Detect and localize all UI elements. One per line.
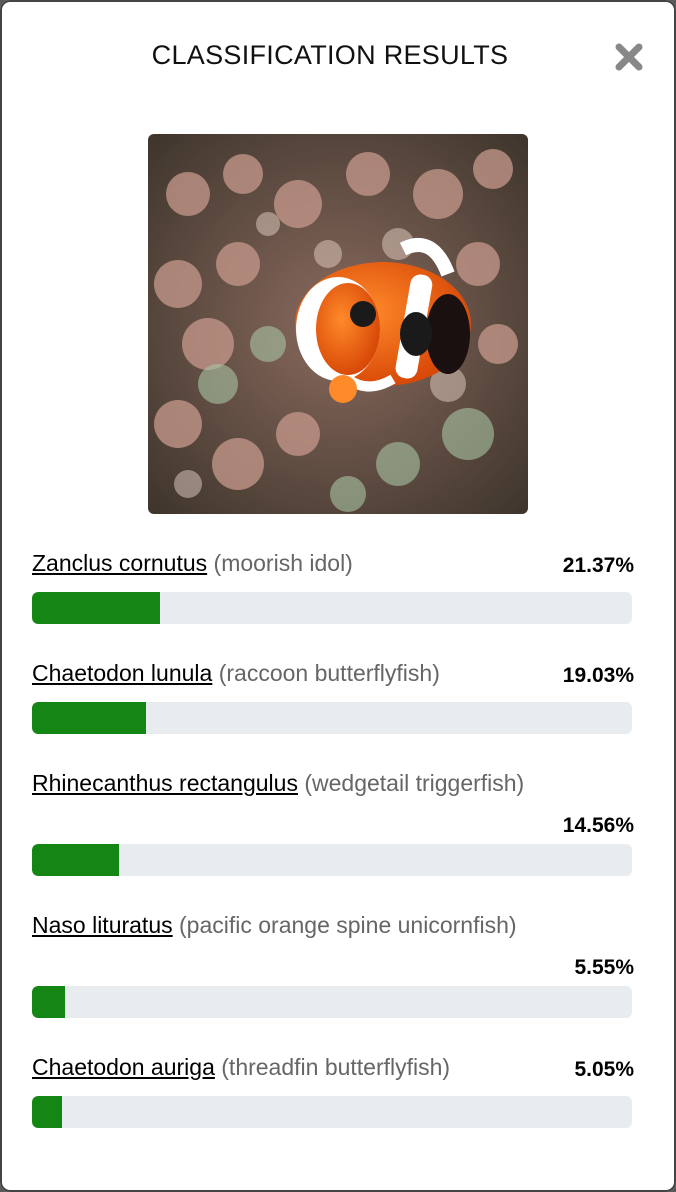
result-percent: 5.05% bbox=[574, 1058, 634, 1081]
result-progress-fill bbox=[32, 702, 147, 734]
result-progress-bar bbox=[32, 702, 632, 734]
result-label: Chaetodon lunula (raccoon butterflyfish) bbox=[32, 658, 632, 688]
result-item: Chaetodon auriga (threadfin butterflyfis… bbox=[32, 1052, 634, 1128]
common-name: (threadfin butterflyfish) bbox=[221, 1054, 451, 1080]
result-percent: 14.56% bbox=[562, 814, 634, 837]
result-label: Rhinecanthus rectangulus (wedgetail trig… bbox=[32, 768, 632, 798]
close-icon[interactable] bbox=[612, 40, 646, 74]
result-progress-fill bbox=[32, 1096, 63, 1128]
result-percent: 19.03% bbox=[562, 664, 634, 687]
scientific-name-link[interactable]: Chaetodon lunula bbox=[32, 660, 213, 686]
classified-image bbox=[148, 134, 528, 514]
scientific-name-link[interactable]: Naso lituratus bbox=[32, 912, 173, 938]
result-label: Chaetodon auriga (threadfin butterflyfis… bbox=[32, 1052, 632, 1082]
result-progress-bar bbox=[32, 592, 632, 624]
result-progress-fill bbox=[32, 844, 120, 876]
scientific-name-link[interactable]: Chaetodon auriga bbox=[32, 1054, 215, 1080]
result-label: Naso lituratus (pacific orange spine uni… bbox=[32, 910, 632, 940]
result-label: Zanclus cornutus (moorish idol) bbox=[32, 548, 632, 578]
result-percent: 5.55% bbox=[574, 956, 634, 979]
common-name: (pacific orange spine unicornfish) bbox=[179, 912, 517, 938]
modal-title: CLASSIFICATION RESULTS bbox=[151, 40, 509, 70]
result-item: Zanclus cornutus (moorish idol) 21.37% bbox=[32, 548, 634, 624]
common-name: (wedgetail triggerfish) bbox=[304, 770, 525, 796]
result-item: Chaetodon lunula (raccoon butterflyfish)… bbox=[32, 658, 634, 734]
result-progress-bar bbox=[32, 1096, 632, 1128]
result-progress-fill bbox=[32, 592, 161, 624]
result-progress-fill bbox=[32, 986, 66, 1018]
result-item: Rhinecanthus rectangulus (wedgetail trig… bbox=[32, 768, 634, 876]
scientific-name-link[interactable]: Rhinecanthus rectangulus bbox=[32, 770, 298, 796]
result-progress-bar bbox=[32, 986, 632, 1018]
result-percent: 21.37% bbox=[562, 554, 634, 577]
common-name: (moorish idol) bbox=[213, 550, 353, 576]
scientific-name-link[interactable]: Zanclus cornutus bbox=[32, 550, 208, 576]
result-item: Naso lituratus (pacific orange spine uni… bbox=[32, 910, 634, 1018]
common-name: (raccoon butterflyfish) bbox=[218, 660, 440, 686]
result-progress-bar bbox=[32, 844, 632, 876]
